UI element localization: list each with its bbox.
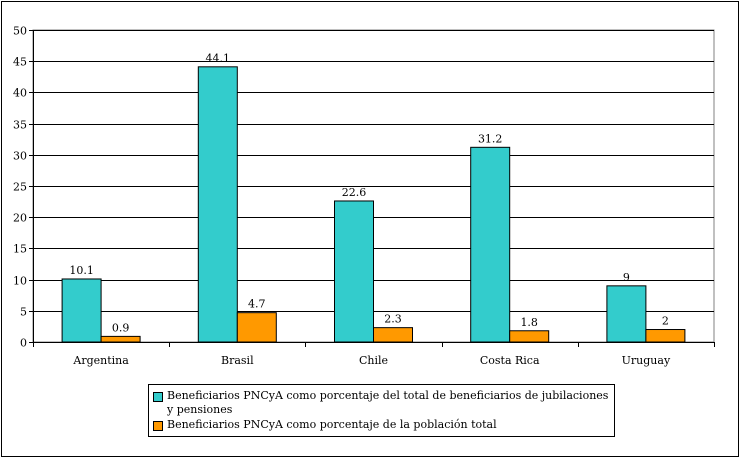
- bar-series-2: [100, 335, 141, 343]
- bar-series-1: [470, 146, 511, 343]
- bar-series-2: [236, 312, 277, 343]
- data-label-series-2: 4.7: [248, 298, 266, 311]
- y-tick-label: 15: [13, 243, 27, 256]
- data-label-series-2: 2.3: [384, 313, 402, 326]
- y-tick-label: 25: [13, 181, 27, 194]
- y-tick-label: 50: [13, 25, 27, 38]
- bar-series-1: [606, 285, 647, 343]
- y-tick-label: 30: [13, 150, 27, 163]
- x-tick-label: Chile: [359, 354, 388, 367]
- y-tick-label: 45: [13, 56, 27, 69]
- data-label-series-1: 31.2: [478, 132, 503, 145]
- legend-item-series-1: Beneficiarios PNCyA como porcentaje del …: [153, 389, 610, 417]
- data-label-series-1: 9: [623, 271, 630, 284]
- bar-series-1: [334, 200, 374, 343]
- x-tick-label: Argentina: [72, 354, 129, 367]
- legend-label-series-2: Beneficiarios PNCyA como porcentaje de l…: [167, 418, 497, 431]
- x-tick-label: Costa Rica: [480, 354, 540, 367]
- data-label-series-1: 10.1: [69, 264, 94, 277]
- legend-swatch-series-1: [153, 392, 163, 402]
- y-tick-label: 35: [13, 119, 27, 132]
- y-tick-label: 40: [13, 87, 27, 100]
- x-tick-label: Uruguay: [622, 354, 671, 367]
- data-label-series-2: 1.8: [520, 316, 538, 329]
- legend-item-series-2: Beneficiarios PNCyA como porcentaje de l…: [153, 418, 610, 432]
- bar-series-1: [61, 278, 102, 343]
- bar-series-2: [645, 329, 686, 343]
- legend: Beneficiarios PNCyA como porcentaje del …: [148, 384, 615, 437]
- y-tick-label: 0: [20, 337, 27, 350]
- y-tick-label: 10: [13, 275, 27, 288]
- data-label-series-1: 44.1: [206, 52, 231, 65]
- data-label-series-2: 2: [662, 315, 669, 328]
- bar-series-2: [509, 330, 550, 343]
- legend-label-series-1: Beneficiarios PNCyA como porcentaje del …: [167, 389, 609, 416]
- bar-series-1: [197, 66, 238, 343]
- y-tick-label: 20: [13, 212, 27, 225]
- legend-swatch-series-2: [153, 421, 163, 431]
- bar-series-2: [373, 327, 413, 343]
- data-label-series-1: 22.6: [342, 186, 367, 199]
- x-tick-label: Brasil: [221, 354, 254, 367]
- y-tick-label: 5: [20, 306, 27, 319]
- data-label-series-2: 0.9: [112, 321, 130, 334]
